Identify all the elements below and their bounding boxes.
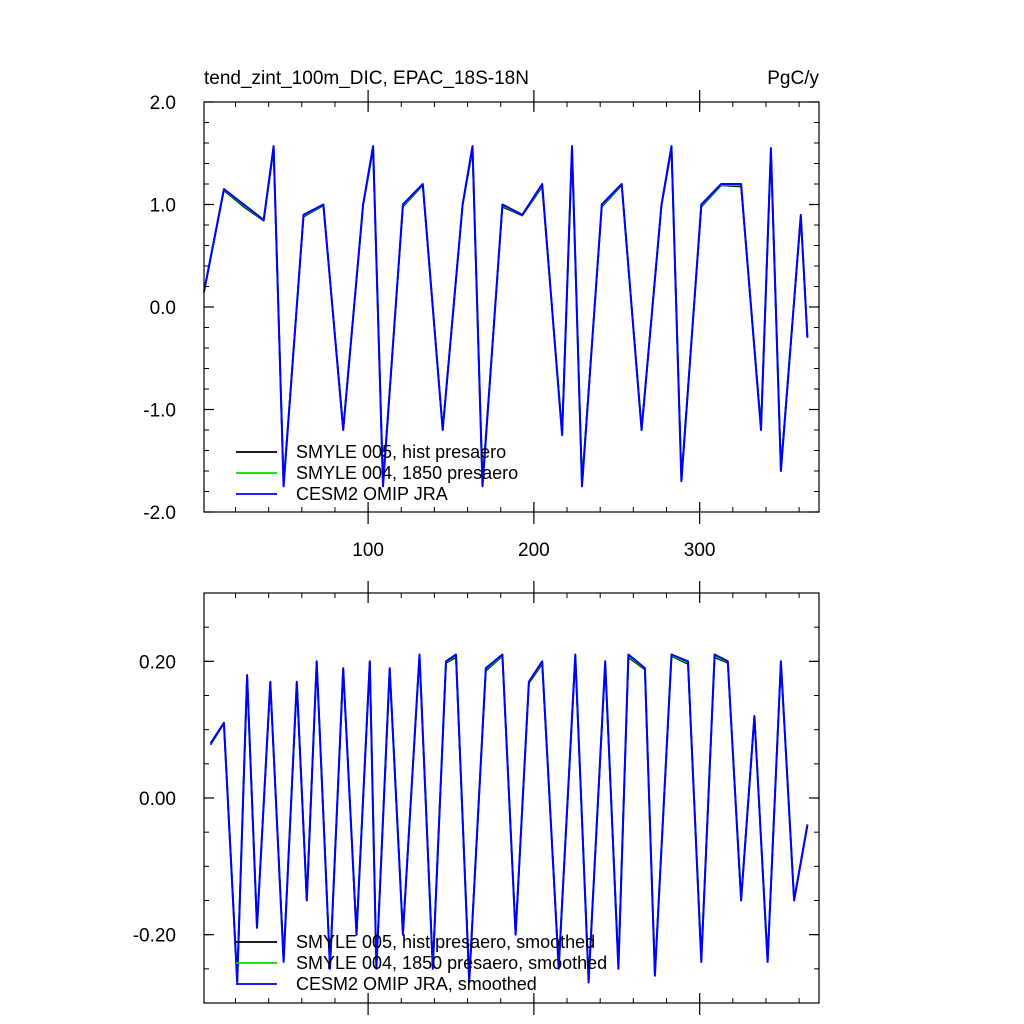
series-line-2 (209, 653, 809, 984)
x-tick-label: 300 (684, 540, 716, 561)
bottom-panel: -0.20 0.00 0.20 SMYLE 005, hist presaero, … (133, 581, 820, 1015)
top-plot-frame (203, 101, 820, 513)
bottom-legend: SMYLE 005, hist presaero, smoothedSMYLE … (236, 932, 607, 994)
legend-label: SMYLE 005, hist presaero (296, 442, 506, 462)
bottom-series-lines (209, 653, 809, 984)
legend-label: SMYLE 004, 1850 presaero, smoothed (296, 953, 607, 973)
legend-label: SMYLE 004, 1850 presaero (296, 463, 518, 483)
bottom-plot-frame (203, 592, 820, 1004)
y-tick-label: -1.0 (143, 401, 176, 422)
series-line-1 (203, 146, 809, 486)
legend-label: CESM2 OMIP JRA, smoothed (296, 974, 537, 994)
chart-title: tend_zint_100m_DIC, EPAC_18S-18N (204, 68, 529, 89)
legend-label: SMYLE 005, hist presaero, smoothed (296, 932, 595, 952)
legend-label: CESM2 OMIP JRA (296, 484, 448, 504)
y-tick-label: -0.20 (133, 926, 176, 947)
series-line-0 (203, 148, 809, 485)
series-line-2 (203, 145, 809, 488)
x-tick-label: 100 (352, 540, 384, 561)
y-tick-label: 1.0 (150, 196, 176, 217)
top-axis-ticks: -2.0 -1.0 0.0 1.0 2.0 100 200 300 (143, 90, 819, 561)
y-tick-label: -2.0 (143, 503, 176, 524)
units-label: PgC/y (767, 68, 819, 89)
y-tick-label: 0.20 (139, 652, 176, 673)
y-tick-label: 2.0 (150, 93, 176, 114)
y-tick-label: 0.00 (139, 789, 176, 810)
top-series-lines (203, 145, 809, 488)
y-tick-label: 0.0 (150, 298, 176, 319)
x-tick-label: 200 (518, 540, 550, 561)
top-panel: tend_zint_100m_DIC, EPAC_18S-18N PgC/y -… (143, 68, 820, 561)
